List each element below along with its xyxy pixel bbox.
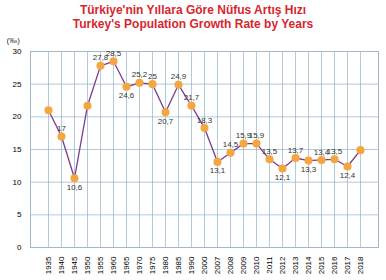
svg-text:15,9: 15,9	[249, 131, 265, 140]
svg-text:1965: 1965	[122, 256, 131, 274]
svg-text:17: 17	[57, 124, 66, 133]
svg-text:20: 20	[13, 112, 22, 121]
svg-text:1945: 1945	[70, 256, 79, 274]
svg-text:15,9: 15,9	[235, 131, 252, 141]
svg-text:2018: 2018	[356, 256, 365, 274]
svg-text:2008: 2008	[226, 256, 235, 274]
svg-text:12,4: 12,4	[340, 171, 356, 180]
svg-text:25,2: 25,2	[132, 70, 148, 79]
svg-text:21,7: 21,7	[184, 93, 200, 102]
svg-text:13,1: 13,1	[210, 166, 226, 175]
svg-text:13,5: 13,5	[262, 147, 278, 156]
svg-text:1975: 1975	[148, 256, 157, 274]
svg-text:1970: 1970	[135, 256, 144, 274]
svg-text:2014: 2014	[304, 256, 313, 274]
svg-text:2016: 2016	[330, 256, 339, 274]
svg-text:1950: 1950	[83, 256, 92, 274]
svg-text:12,1: 12,1	[275, 173, 291, 182]
svg-text:2012: 2012	[278, 256, 287, 274]
svg-text:13,4: 13,4	[313, 147, 330, 157]
svg-text:1985: 1985	[174, 256, 183, 274]
svg-text:1990: 1990	[187, 256, 196, 274]
svg-text:18,3: 18,3	[197, 116, 213, 125]
svg-text:2010: 2010	[252, 256, 261, 274]
svg-text:2011: 2011	[265, 256, 274, 274]
svg-text:20,7: 20,7	[158, 117, 174, 126]
svg-text:2009: 2009	[239, 256, 248, 274]
svg-text:(‰): (‰)	[7, 36, 21, 45]
svg-text:2015: 2015	[317, 256, 326, 274]
svg-text:1980: 1980	[161, 256, 170, 274]
svg-text:1955: 1955	[96, 256, 105, 274]
svg-text:24,6: 24,6	[119, 91, 135, 100]
svg-text:24,9: 24,9	[171, 72, 187, 81]
svg-text:13,7: 13,7	[288, 146, 304, 155]
svg-text:1940: 1940	[57, 256, 66, 274]
svg-text:10,6: 10,6	[67, 183, 83, 192]
svg-text:25: 25	[13, 80, 22, 89]
svg-text:30: 30	[13, 47, 22, 56]
svg-text:5: 5	[17, 210, 22, 219]
svg-text:27,8: 27,8	[92, 53, 109, 63]
svg-text:10: 10	[13, 178, 22, 187]
html-text:Türkiye'nin Yıllara Göre Nüfus: Türkiye'nin Yıllara Göre Nüfus Artış Hız…	[79, 3, 307, 17]
svg-text:2013: 2013	[291, 256, 300, 274]
svg-text:2007: 2007	[213, 256, 222, 274]
svg-text:15: 15	[13, 145, 22, 154]
svg-text:28,5: 28,5	[106, 49, 122, 58]
svg-text:1935: 1935	[44, 256, 53, 274]
html-text:Turkey's Population Growth Rat: Turkey's Population Growth Rate by Years	[72, 17, 314, 31]
svg-text:1960: 1960	[109, 256, 118, 274]
svg-text:13,3: 13,3	[301, 165, 317, 174]
svg-text:25: 25	[148, 72, 157, 81]
svg-text:2017: 2017	[343, 256, 352, 274]
svg-text:0: 0	[17, 243, 22, 252]
svg-text:2000: 2000	[200, 256, 209, 274]
svg-text:14,5: 14,5	[223, 140, 239, 149]
svg-text:13,5: 13,5	[327, 147, 343, 156]
